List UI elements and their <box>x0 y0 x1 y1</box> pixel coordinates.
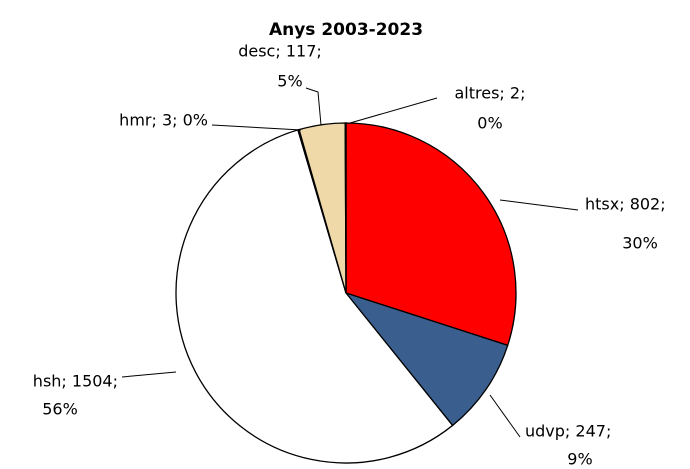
leader-line <box>489 394 521 438</box>
data-label: 30% <box>622 234 658 253</box>
data-label: 9% <box>567 450 592 469</box>
data-label: 56% <box>42 400 78 419</box>
data-label: htsx; 802; <box>585 195 666 214</box>
data-label: 5% <box>277 72 302 91</box>
data-label: udvp; 247; <box>525 422 611 441</box>
data-label: desc; 117; <box>238 42 322 61</box>
pie-slice <box>175 129 454 464</box>
data-label: hmr; 3; 0% <box>119 111 208 130</box>
pie-slice <box>344 122 347 294</box>
pie-slice <box>344 291 509 427</box>
leader-line <box>211 124 302 131</box>
data-label: hsh; 1504; <box>33 372 118 391</box>
data-label: 0% <box>477 114 502 133</box>
leader-line <box>349 97 438 124</box>
data-label: altres; 2; <box>455 84 526 103</box>
pie-slice <box>345 122 517 347</box>
chart-title: Anys 2003-2023 <box>269 20 423 40</box>
leader-line <box>305 87 322 126</box>
leader-line <box>121 371 177 378</box>
leader-line <box>499 199 579 211</box>
